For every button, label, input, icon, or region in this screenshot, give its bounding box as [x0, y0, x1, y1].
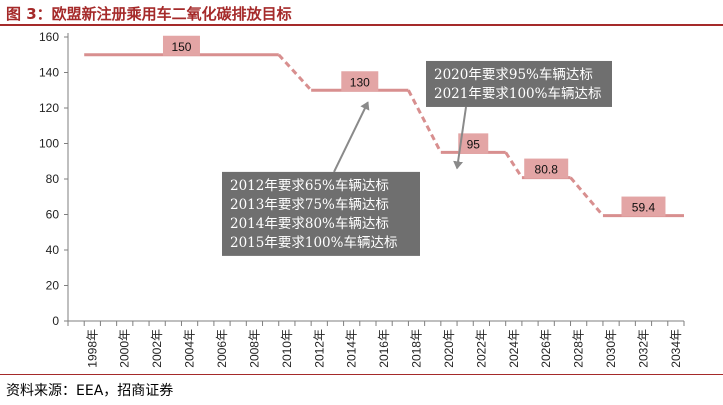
value-label: 150	[171, 40, 191, 54]
y-tick-label: 100	[39, 137, 59, 151]
x-tick-label: 2014年	[345, 329, 359, 368]
callout-text: 2013年要求75%车辆达标	[230, 196, 389, 213]
transition-dash	[407, 89, 443, 154]
x-tick-label: 2022年	[474, 329, 488, 368]
x-tick-label: 1998年	[85, 329, 99, 368]
x-tick-label: 2010年	[280, 329, 294, 368]
y-tick-label: 80	[46, 172, 60, 186]
x-tick-label: 2004年	[183, 329, 197, 368]
callout-box	[426, 60, 612, 107]
x-tick-label: 2032年	[636, 329, 650, 368]
value-label: 59.4	[632, 201, 656, 215]
x-tick-label: 2002年	[150, 329, 164, 368]
y-tick-label: 140	[39, 66, 59, 80]
value-label: 80.8	[535, 163, 559, 177]
x-tick-label: 2026年	[539, 329, 553, 368]
value-label: 130	[350, 75, 370, 89]
x-tick-label: 2008年	[247, 329, 261, 368]
y-tick-label: 20	[46, 279, 60, 293]
x-tick-label: 2024年	[507, 329, 521, 368]
x-tick-label: 2034年	[669, 329, 683, 368]
x-tick-label: 2006年	[215, 329, 229, 368]
figure-title: 图 3：欧盟新注册乘用车二氧化碳排放目标	[6, 5, 292, 23]
value-label-box	[524, 158, 569, 179]
callout-text: 2015年要求100%车辆达标	[230, 234, 397, 251]
x-tick-label: 2028年	[572, 329, 586, 368]
x-tick-label: 2020年	[442, 329, 456, 368]
y-tick-label: 60	[46, 208, 60, 222]
callout-text: 2014年要求80%车辆达标	[230, 215, 389, 232]
value-label-box	[621, 196, 666, 217]
y-tick-label: 0	[52, 314, 59, 328]
transition-dash	[277, 53, 313, 92]
source-note: 资料来源：EEA，招商证券	[6, 383, 174, 399]
footer-rule	[0, 374, 723, 375]
callout-box	[222, 171, 420, 256]
y-tick-label: 40	[46, 243, 60, 257]
transition-dash	[504, 151, 524, 179]
y-tick-label: 160	[39, 30, 59, 44]
value-label: 95	[467, 137, 481, 151]
x-tick-label: 2000年	[118, 329, 132, 368]
y-tick-label: 120	[39, 101, 59, 115]
figure-header: 图 3：欧盟新注册乘用车二氧化碳排放目标	[0, 0, 723, 26]
value-label-box	[162, 35, 200, 56]
x-tick-label: 2012年	[312, 329, 326, 368]
title-rule	[0, 24, 723, 26]
callout-arrow	[333, 101, 370, 173]
x-tick-label: 2018年	[410, 329, 424, 368]
callout-text: 2021年要求100%车辆达标	[434, 85, 601, 102]
x-tick-label: 2030年	[604, 329, 618, 368]
transition-dash	[569, 176, 605, 217]
callout-text: 2012年要求65%车辆达标	[230, 177, 389, 194]
x-tick-label: 2016年	[377, 329, 391, 368]
callout-arrow	[453, 106, 467, 170]
callout-text: 2020年要求95%车辆达标	[434, 66, 593, 83]
value-label-box	[341, 71, 379, 92]
value-label-box	[458, 133, 489, 154]
